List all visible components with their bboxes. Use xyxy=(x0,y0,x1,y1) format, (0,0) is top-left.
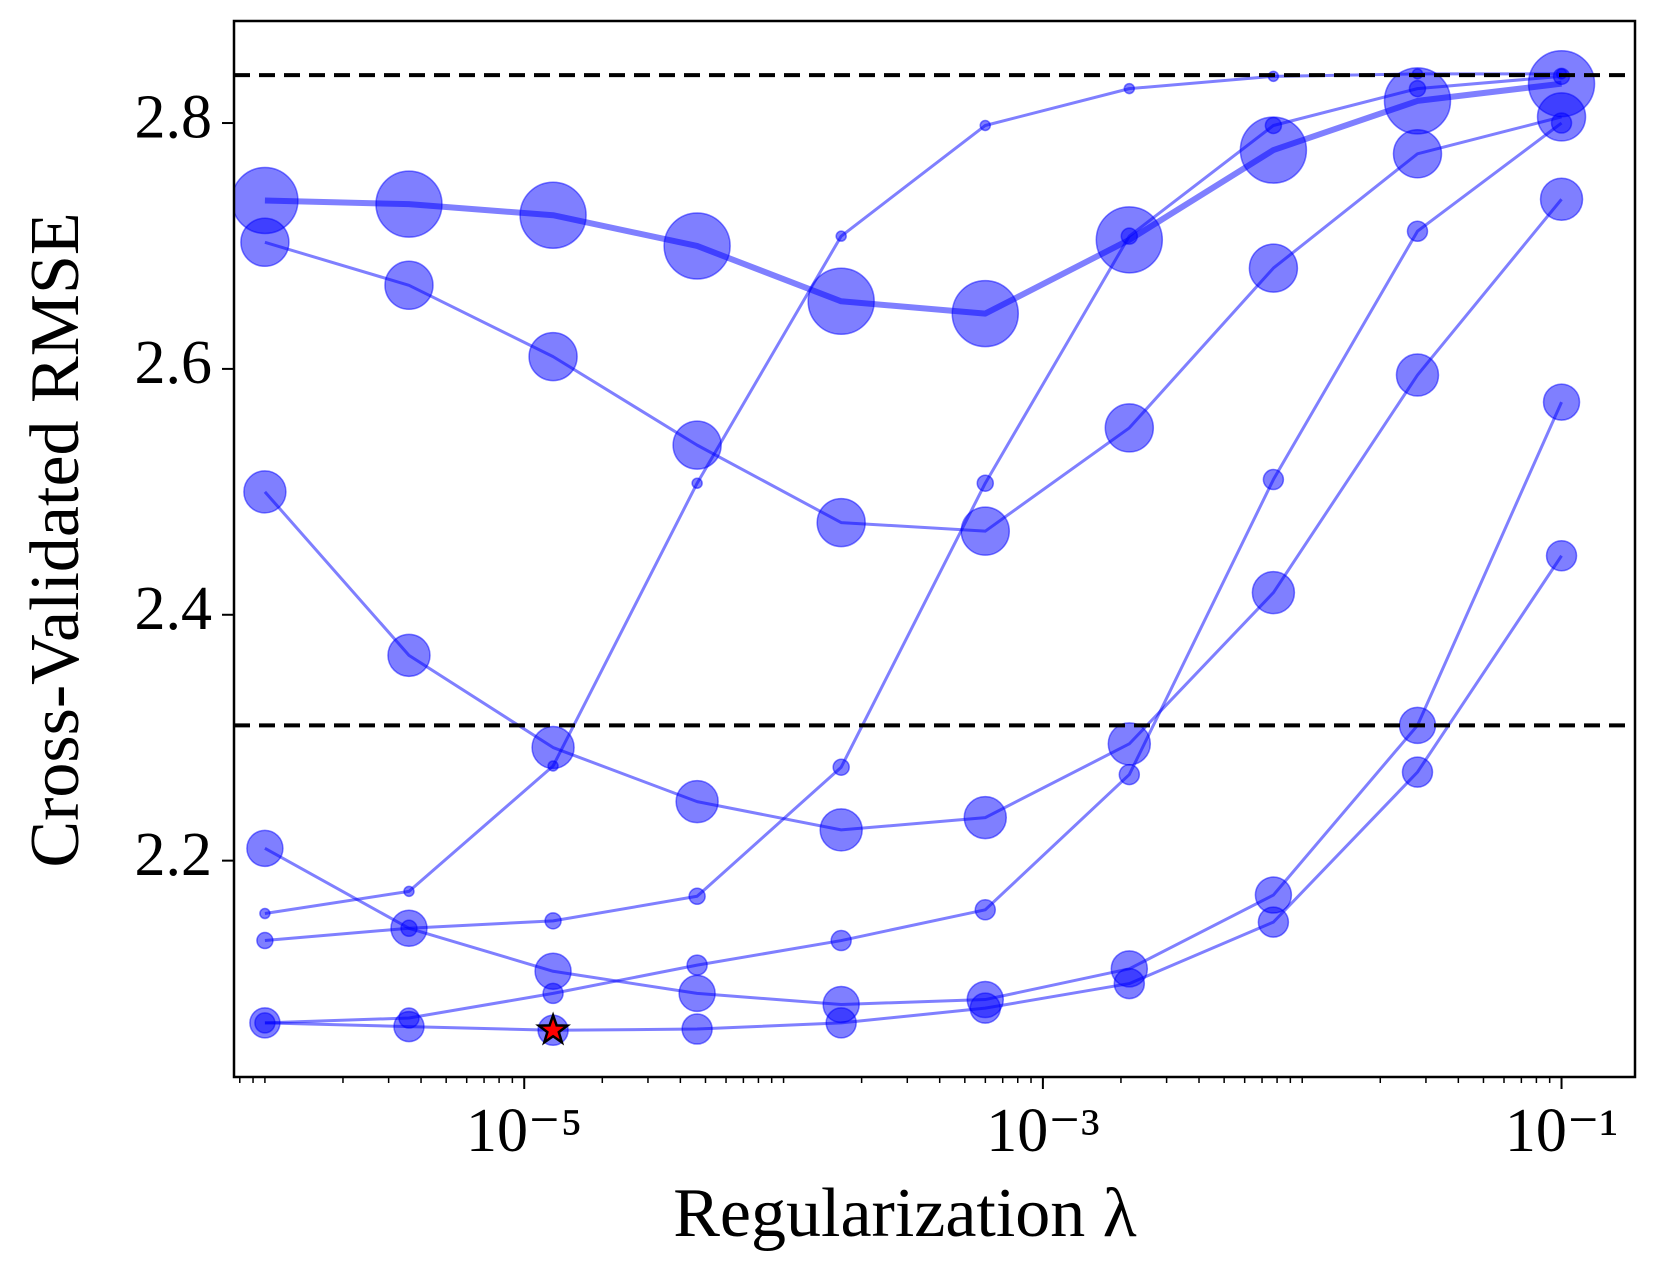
marker xyxy=(240,217,290,268)
marker xyxy=(835,230,847,242)
marker xyxy=(686,954,708,976)
marker xyxy=(974,899,997,921)
plot xyxy=(234,49,1635,1047)
marker xyxy=(678,974,716,1013)
x-tick-label: 10⁻⁵ xyxy=(466,1097,582,1165)
marker xyxy=(387,633,431,678)
x-axis-label: Regularization λ xyxy=(673,1175,1137,1252)
marker xyxy=(691,477,703,489)
marker xyxy=(519,181,587,249)
marker xyxy=(963,795,1008,840)
marker xyxy=(1118,763,1141,786)
y-tick-label: 2.2 xyxy=(135,821,213,889)
marker xyxy=(976,474,995,492)
marker xyxy=(1542,383,1581,421)
marker xyxy=(384,260,434,311)
marker xyxy=(544,912,562,930)
y-tick-label: 2.8 xyxy=(135,83,213,151)
series-line xyxy=(263,198,1563,832)
marker xyxy=(1120,227,1139,245)
series-line xyxy=(264,115,1562,533)
y-tick-label: 2.6 xyxy=(135,329,213,397)
marker xyxy=(403,885,415,898)
marker xyxy=(681,1013,713,1045)
marker xyxy=(246,829,284,868)
marker xyxy=(830,929,852,952)
best-marker xyxy=(535,1011,571,1046)
marker xyxy=(969,992,1002,1024)
series-line xyxy=(264,72,1562,915)
series-line xyxy=(264,80,1562,317)
marker xyxy=(1257,906,1290,938)
marker xyxy=(1251,570,1296,615)
series-line xyxy=(264,401,1563,1006)
marker xyxy=(1104,403,1155,453)
marker xyxy=(832,758,850,776)
marker xyxy=(393,1010,425,1043)
series-line xyxy=(264,121,1563,1025)
marker xyxy=(1392,129,1443,179)
marker xyxy=(663,212,731,280)
marker xyxy=(1401,756,1434,788)
marker xyxy=(256,931,274,950)
plot-frame xyxy=(232,19,1637,1079)
marker xyxy=(375,170,443,238)
x-tick-label: 10⁻¹ xyxy=(1505,1097,1618,1165)
marker xyxy=(1550,112,1573,134)
series-line xyxy=(264,74,1562,943)
marker xyxy=(1539,177,1584,222)
marker xyxy=(1123,82,1136,95)
marker xyxy=(688,887,706,906)
marker xyxy=(1113,967,1146,1000)
marker xyxy=(243,470,287,514)
marker xyxy=(1248,243,1299,293)
marker xyxy=(534,952,572,991)
marker xyxy=(819,808,863,852)
marker xyxy=(1395,353,1440,397)
x-tick-label: 10⁻³ xyxy=(986,1097,1099,1165)
marker xyxy=(547,760,559,772)
marker xyxy=(675,779,719,824)
marker xyxy=(1406,220,1429,242)
marker xyxy=(390,909,428,948)
marker xyxy=(249,1007,281,1039)
y-axis-label: Cross-Validated RMSE xyxy=(17,212,94,867)
y-tick-label: 2.4 xyxy=(135,575,213,643)
marker xyxy=(979,119,992,132)
series-line xyxy=(264,554,1563,1032)
marker xyxy=(951,279,1020,348)
marker xyxy=(816,497,866,548)
marker xyxy=(1545,540,1578,572)
marker xyxy=(807,267,875,336)
marker xyxy=(1408,79,1427,98)
marker xyxy=(528,331,578,382)
marker xyxy=(825,1007,857,1039)
marker xyxy=(1264,116,1283,135)
marker xyxy=(1262,468,1285,491)
marker xyxy=(259,907,271,920)
marker xyxy=(672,420,722,470)
